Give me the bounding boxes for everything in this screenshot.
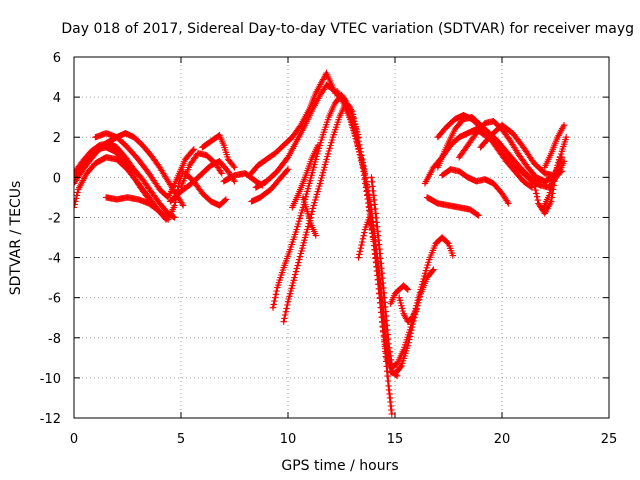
series-track-4 [74,144,161,213]
series-markers-track-32 [477,122,566,179]
series-track-20 [340,95,395,418]
plot-frame [73,56,610,419]
series-track-14 [248,166,292,205]
series-markers-track-8 [177,150,225,191]
series-track-34 [541,122,568,171]
x-tick-label-0: 0 [70,432,78,447]
series-track-32 [477,122,566,179]
axis-ticks: 0 5 10 15 20 25 -12 -10 -8 -6 -4 -2 0 2 4 6 [40,51,618,447]
y-tick-label-3: -6 [48,292,61,307]
series-track-19 [334,87,437,378]
series-markers-track-4 [74,144,161,213]
data-series [74,69,570,418]
series-markers-track-14 [248,166,292,205]
y-tick-label-5: -2 [48,211,61,226]
series-track-22 [355,214,377,261]
series-markers-track-15 [269,91,354,311]
y-tick-label-7: 2 [53,131,61,146]
x-axis-label: GPS time / hours [281,458,398,474]
series-markers-track-35 [539,134,570,213]
series-track-10 [199,132,238,171]
series-track-24 [387,282,411,307]
series-markers-track-18 [299,194,319,239]
y-tick-label-2: -8 [48,332,61,347]
series-markers-track-10 [199,132,238,171]
series-track-21 [349,107,456,372]
series-markers-track-29 [423,194,482,219]
series-markers-track-22 [355,214,377,261]
series-track-25 [396,294,420,325]
series-markers-track-34 [541,122,568,171]
series-markers-track-25 [396,294,420,325]
series-track-12 [246,69,339,179]
y-tick-label-9: 6 [53,51,61,66]
series-track-18 [299,194,319,239]
series-track-15 [269,91,354,311]
series-track-9 [182,170,230,209]
series-markers-track-1 [74,140,178,221]
y-tick-label-6: 0 [53,171,61,186]
y-tick-label-0: -12 [40,412,61,427]
series-markers-track-13 [252,81,343,191]
y-tick-label-4: -4 [48,252,61,267]
series-track-35 [539,134,570,213]
x-tick-label-1: 5 [177,432,185,447]
series-markers-track-6 [92,130,197,201]
series-markers-track-30 [438,166,512,207]
y-axis-label: SDTVAR / TECUs [8,181,24,296]
series-track-8 [177,150,225,191]
x-tick-label-2: 10 [280,432,297,447]
series-markers-track-20 [340,95,395,418]
series-track-6 [92,130,197,201]
series-markers-track-9 [182,170,230,209]
series-markers-track-23 [368,174,401,380]
series-markers-track-24 [387,282,411,307]
series-markers-track-17 [289,142,322,211]
series-track-29 [423,194,482,219]
chart-title: Day 018 of 2017, Sidereal Day-to-day VTE… [61,21,634,37]
series-track-1 [74,140,178,221]
x-tick-label-5: 25 [601,432,618,447]
series-markers-track-19 [334,87,437,378]
series-track-13 [252,81,343,191]
x-tick-label-4: 20 [494,432,511,447]
y-tick-label-1: -10 [40,372,61,387]
series-track-16 [280,99,362,325]
series-track-30 [438,166,512,207]
series-track-23 [368,174,401,380]
series-markers-track-12 [246,69,339,179]
series-markers-track-21 [349,107,456,372]
grid [74,57,609,418]
x-tick-label-3: 15 [387,432,404,447]
series-track-17 [289,142,322,211]
y-tick-label-8: 4 [53,91,61,106]
